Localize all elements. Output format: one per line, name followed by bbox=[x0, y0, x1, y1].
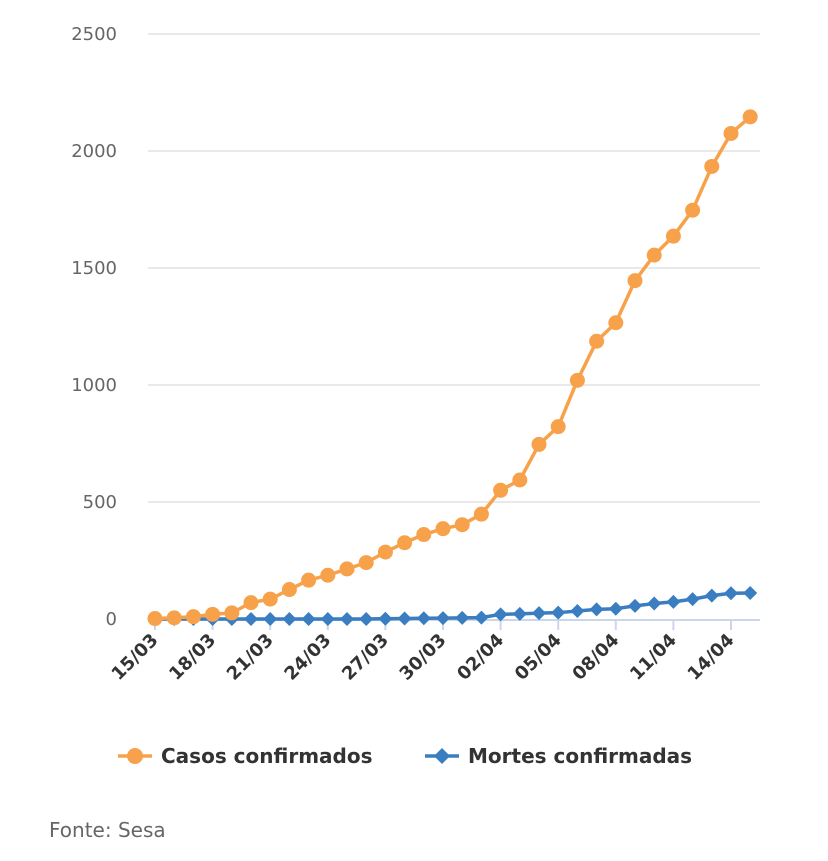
data-point-mortes bbox=[532, 606, 546, 621]
data-point-mortes bbox=[570, 604, 585, 619]
legend-marker-casos bbox=[127, 748, 143, 764]
x-tick-label: 11/04 bbox=[626, 630, 681, 685]
data-point-casos bbox=[665, 228, 681, 244]
data-point-casos bbox=[723, 125, 739, 141]
data-point-mortes bbox=[608, 601, 623, 616]
data-point-mortes bbox=[551, 605, 566, 620]
data-point-mortes bbox=[359, 612, 374, 626]
legend-marker-mortes bbox=[434, 748, 450, 764]
data-point-mortes bbox=[320, 612, 335, 626]
data-point-casos bbox=[262, 591, 278, 607]
data-point-casos bbox=[742, 109, 758, 125]
data-point-casos bbox=[512, 472, 528, 488]
data-point-casos bbox=[550, 419, 566, 435]
data-point-casos bbox=[205, 606, 221, 622]
data-point-casos bbox=[397, 535, 413, 551]
data-point-mortes bbox=[397, 611, 412, 626]
legend-label-casos: Casos confirmados bbox=[161, 744, 373, 768]
x-tick-label: 21/03 bbox=[223, 630, 278, 685]
x-tick-label: 15/03 bbox=[108, 630, 163, 685]
data-point-casos bbox=[358, 555, 374, 571]
data-point-casos bbox=[608, 315, 624, 331]
data-point-casos bbox=[435, 521, 451, 537]
y-tick-label: 1000 bbox=[71, 375, 117, 396]
y-tick-label: 0 bbox=[106, 609, 117, 630]
data-point-casos bbox=[704, 158, 720, 174]
data-point-mortes bbox=[340, 612, 354, 626]
source-note: Fonte: Sesa bbox=[49, 818, 166, 842]
data-point-casos bbox=[147, 611, 163, 627]
data-point-casos bbox=[185, 609, 201, 625]
y-tick-label: 2500 bbox=[71, 24, 117, 45]
data-point-mortes bbox=[493, 607, 508, 622]
data-point-casos bbox=[493, 482, 509, 498]
data-point-casos bbox=[166, 610, 182, 626]
data-point-mortes bbox=[589, 602, 604, 617]
data-point-casos bbox=[243, 595, 259, 611]
data-point-mortes bbox=[647, 596, 662, 611]
y-tick-label: 500 bbox=[83, 492, 117, 513]
data-point-mortes bbox=[244, 612, 258, 626]
data-point-casos bbox=[454, 517, 470, 533]
data-point-casos bbox=[569, 372, 585, 388]
data-point-mortes bbox=[474, 610, 489, 625]
x-tick-label: 05/04 bbox=[511, 630, 566, 685]
y-tick-label: 2000 bbox=[71, 141, 117, 162]
x-tick-label: 02/04 bbox=[453, 630, 508, 685]
legend-label-mortes: Mortes confirmadas bbox=[468, 744, 692, 768]
data-point-mortes bbox=[455, 610, 470, 625]
data-point-mortes bbox=[666, 594, 681, 609]
data-point-casos bbox=[531, 436, 547, 452]
data-point-mortes bbox=[282, 612, 297, 626]
data-point-mortes bbox=[704, 588, 719, 603]
data-point-mortes bbox=[743, 586, 758, 601]
data-point-mortes bbox=[685, 592, 700, 607]
data-point-casos bbox=[685, 202, 701, 218]
data-point-casos bbox=[589, 333, 605, 349]
x-tick-label: 24/03 bbox=[280, 630, 335, 685]
x-tick-label: 27/03 bbox=[338, 630, 393, 685]
data-point-mortes bbox=[628, 598, 642, 613]
data-point-mortes bbox=[378, 611, 393, 626]
series-line-casos bbox=[154, 115, 752, 621]
data-point-mortes bbox=[416, 611, 431, 626]
data-point-casos bbox=[320, 567, 336, 583]
y-tick-label: 1500 bbox=[71, 258, 117, 279]
data-point-casos bbox=[416, 527, 432, 543]
x-tick-label: 08/04 bbox=[568, 630, 623, 685]
data-point-mortes bbox=[436, 611, 450, 626]
data-point-casos bbox=[301, 572, 317, 588]
data-point-casos bbox=[339, 561, 355, 577]
data-point-mortes bbox=[263, 612, 278, 626]
data-point-casos bbox=[473, 506, 489, 522]
data-point-casos bbox=[281, 582, 297, 598]
data-point-casos bbox=[224, 605, 240, 621]
data-point-casos bbox=[646, 247, 662, 263]
x-tick-label: 30/03 bbox=[396, 630, 451, 685]
data-point-casos bbox=[377, 544, 393, 560]
data-point-casos bbox=[627, 273, 643, 289]
x-tick-label: 14/04 bbox=[684, 630, 739, 685]
data-point-mortes bbox=[724, 586, 738, 601]
data-point-mortes bbox=[301, 612, 316, 626]
x-tick-label: 18/03 bbox=[165, 630, 220, 685]
data-point-mortes bbox=[512, 606, 527, 621]
